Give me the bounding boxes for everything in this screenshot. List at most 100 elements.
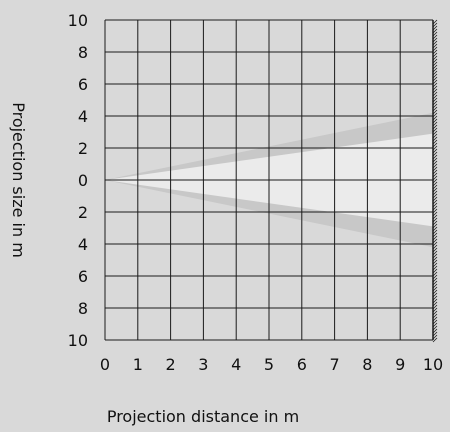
wall-hatch-stroke: [432, 307, 438, 313]
wall-hatch-stroke: [432, 250, 438, 256]
wall-hatch-stroke: [432, 145, 438, 151]
wall-hatch-stroke: [432, 61, 438, 67]
wall-hatch-stroke: [432, 328, 438, 334]
x-tick-label: 8: [362, 355, 372, 374]
wall-hatch-stroke: [432, 301, 438, 307]
wall-hatch-stroke: [432, 124, 438, 130]
x-tick-label: 6: [297, 355, 307, 374]
wall-hatch-stroke: [432, 181, 438, 187]
x-tick-label: 4: [231, 355, 241, 374]
wall-hatch-stroke: [432, 214, 438, 220]
wall-hatch-stroke: [432, 172, 438, 178]
wall-hatch-stroke: [432, 331, 438, 337]
wall-hatch-stroke: [432, 22, 438, 28]
wall-hatch-stroke: [432, 19, 438, 25]
wall-hatch-stroke: [432, 109, 438, 115]
wall-hatch-stroke: [432, 244, 438, 250]
x-tick-label: 2: [166, 355, 176, 374]
wall-hatch-stroke: [432, 295, 438, 301]
y-tick-label: 0: [78, 171, 88, 190]
x-tick-label: 3: [198, 355, 208, 374]
wall-hatch-stroke: [432, 25, 438, 31]
wall-hatch-stroke: [432, 280, 438, 286]
wall-hatch-stroke: [432, 274, 438, 280]
wall-hatch-stroke: [432, 112, 438, 118]
wall-hatch-stroke: [432, 55, 438, 61]
wall-hatch-stroke: [432, 73, 438, 79]
wall-hatch-stroke: [432, 67, 438, 73]
wall-hatch-stroke: [432, 187, 438, 193]
wall-hatch-stroke: [432, 202, 438, 208]
wall-hatch-stroke: [432, 316, 438, 322]
wall-hatch-stroke: [432, 298, 438, 304]
wall-hatch-stroke: [432, 283, 438, 289]
wall-hatch-stroke: [432, 142, 438, 148]
wall-hatch-stroke: [432, 199, 438, 205]
wall-hatch-stroke: [432, 169, 438, 175]
wall-hatch-stroke: [432, 175, 438, 181]
wall-hatch-stroke: [432, 256, 438, 262]
wall-hatch-stroke: [432, 118, 438, 124]
y-tick-label: 6: [78, 267, 88, 286]
wall-hatch-stroke: [432, 148, 438, 154]
wall-hatch-stroke: [432, 322, 438, 328]
y-tick-label: 2: [78, 203, 88, 222]
wall-hatch-stroke: [432, 319, 438, 325]
wall-hatch-stroke: [432, 313, 438, 319]
wall-hatch-stroke: [432, 277, 438, 283]
y-axis-title: Projection size in m: [9, 102, 28, 258]
wall-hatch-stroke: [432, 121, 438, 127]
wall-hatch-stroke: [432, 64, 438, 70]
wall-hatch-stroke: [432, 247, 438, 253]
wall-hatch-stroke: [432, 211, 438, 217]
wall-hatch-stroke: [432, 178, 438, 184]
wall-hatch-stroke: [432, 106, 438, 112]
wall-hatch-stroke: [432, 34, 438, 40]
y-tick-labels: 10 8 6 4 2 0 2 4 6 8 10: [68, 11, 88, 350]
wall-hatch-stroke: [432, 79, 438, 85]
wall-hatch-stroke: [432, 229, 438, 235]
y-tick-label: 10: [68, 331, 88, 350]
x-tick-label: 0: [100, 355, 110, 374]
wall-hatch-stroke: [432, 262, 438, 268]
wall-hatch-stroke: [432, 115, 438, 121]
wall-hatch-stroke: [432, 337, 438, 343]
y-tick-label: 4: [78, 235, 88, 254]
wall-hatch-stroke: [432, 76, 438, 82]
x-tick-label: 7: [330, 355, 340, 374]
wall-hatch-stroke: [432, 292, 438, 298]
wall-hatch-stroke: [432, 157, 438, 163]
wall-hatch-stroke: [432, 217, 438, 223]
wall-hatch-stroke: [432, 133, 438, 139]
wall-hatch-stroke: [432, 238, 438, 244]
wall-hatch-stroke: [432, 325, 438, 331]
wall-hatch-stroke: [432, 94, 438, 100]
wall-hatch-stroke: [432, 46, 438, 52]
wall-hatch-stroke: [432, 253, 438, 259]
wall-hatch-stroke: [432, 223, 438, 229]
y-tick-label: 2: [78, 139, 88, 158]
wall-hatch-stroke: [432, 166, 438, 172]
wall-hatch-stroke: [432, 28, 438, 34]
x-tick-label: 10: [423, 355, 443, 374]
wall-hatch-stroke: [432, 205, 438, 211]
wall-hatch-stroke: [432, 226, 438, 232]
wall-hatch-stroke: [432, 127, 438, 133]
wall-hatch-stroke: [432, 58, 438, 64]
wall-hatch-stroke: [432, 232, 438, 238]
wall-hatch-stroke: [432, 154, 438, 160]
wall-hatch-stroke: [432, 160, 438, 166]
wall-hatch-stroke: [432, 91, 438, 97]
wall-hatch-stroke: [432, 334, 438, 340]
wall-hatch-stroke: [432, 130, 438, 136]
x-axis-title: Projection distance in m: [107, 407, 299, 426]
wall-hatch-stroke: [432, 220, 438, 226]
x-tick-label: 1: [133, 355, 143, 374]
wall-hatch-stroke: [432, 82, 438, 88]
wall-hatch-stroke: [432, 40, 438, 46]
grid: [104, 19, 434, 341]
x-tick-labels: 0 1 2 3 4 5 6 7 8 9 10: [100, 355, 443, 374]
wall-hatch-stroke: [432, 163, 438, 169]
wall-hatch: [432, 19, 438, 343]
wall-hatch-stroke: [432, 37, 438, 43]
